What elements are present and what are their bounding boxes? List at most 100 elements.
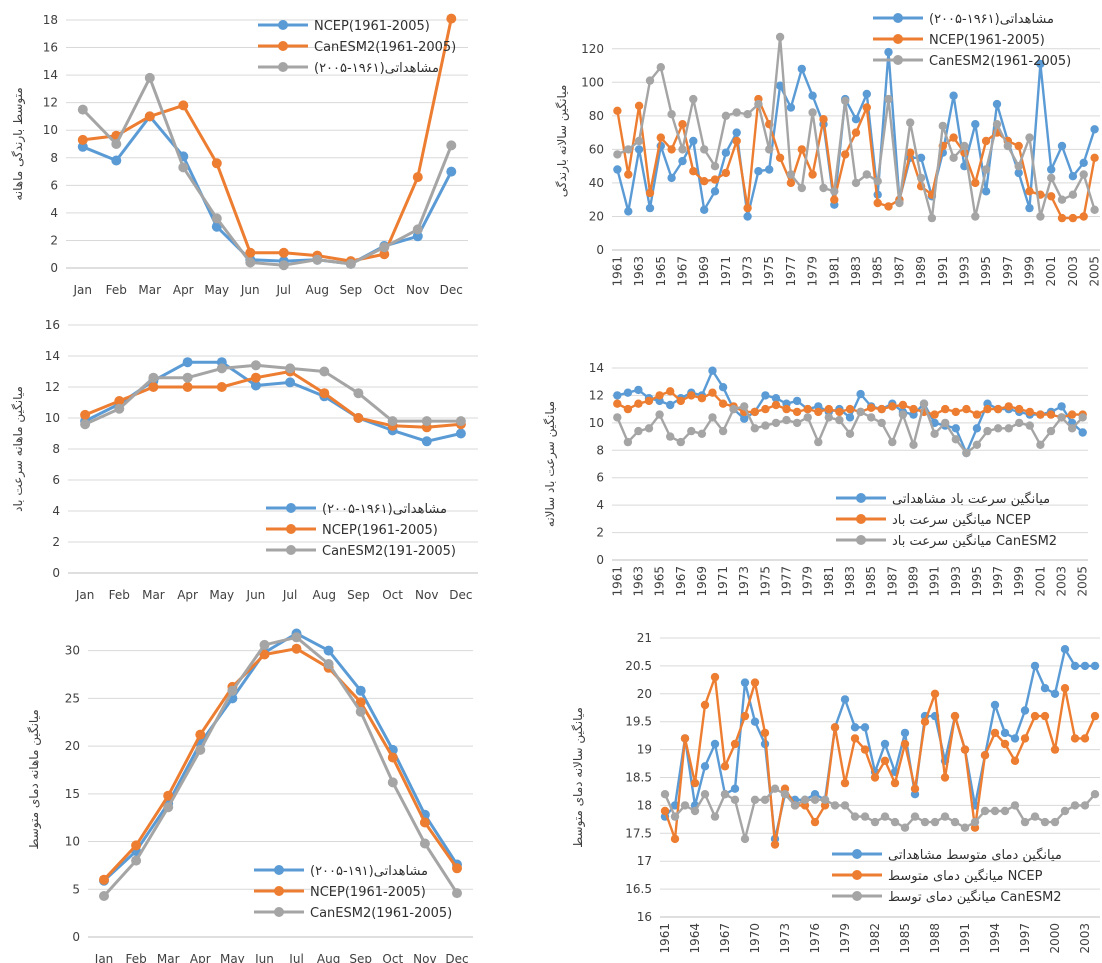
data-point xyxy=(195,744,206,755)
legend-label: NCEP(1961-2005) xyxy=(322,523,438,538)
legend-label: NCEP(1961-2005) xyxy=(310,885,426,900)
data-point xyxy=(890,778,900,788)
data-point xyxy=(1070,801,1080,810)
legend-swatch-marker xyxy=(852,870,862,880)
data-point xyxy=(900,739,910,749)
data-point xyxy=(644,424,654,433)
x-tick-label: Nov xyxy=(413,952,436,963)
data-point xyxy=(1079,212,1088,221)
data-point xyxy=(624,207,633,216)
data-point xyxy=(750,678,760,687)
data-point xyxy=(797,145,806,154)
data-point xyxy=(873,177,882,186)
x-tick-label: Oct xyxy=(374,283,395,297)
y-tick-label: 18 xyxy=(43,13,58,27)
data-point xyxy=(1068,172,1078,181)
legend-label: مشاهداتی(۱۹۱-۲۰۰۵) xyxy=(310,864,428,879)
data-point xyxy=(216,363,227,374)
x-tick-label: Mar xyxy=(157,952,180,963)
data-point xyxy=(949,153,958,162)
data-point xyxy=(355,685,366,696)
data-point xyxy=(770,784,780,793)
data-point xyxy=(634,145,644,154)
data-point xyxy=(319,366,330,377)
data-point xyxy=(971,178,980,188)
series-1 xyxy=(613,387,1087,422)
data-point xyxy=(920,817,930,827)
series-2 xyxy=(660,784,1100,844)
data-point xyxy=(195,729,206,740)
x-tick-label: 1997 xyxy=(1001,256,1015,287)
series-line xyxy=(81,76,453,267)
series-0 xyxy=(77,111,457,269)
y-tick-label: 20 xyxy=(637,687,652,701)
data-point xyxy=(983,426,992,436)
x-tick-label: Apr xyxy=(190,952,211,963)
data-point xyxy=(285,377,296,388)
data-point xyxy=(182,372,193,383)
x-tick-label: 1989 xyxy=(914,256,928,287)
data-point xyxy=(613,391,622,400)
data-point xyxy=(808,170,817,179)
data-point xyxy=(412,172,423,183)
x-tick-label: 1995 xyxy=(979,256,993,287)
legend-swatch-marker xyxy=(286,503,296,513)
data-point xyxy=(920,717,930,726)
y-tick-label: 2 xyxy=(52,535,60,549)
data-point xyxy=(992,120,1002,129)
y-tick-label: 21 xyxy=(637,631,652,645)
x-tick-label: Jun xyxy=(254,952,274,963)
data-point xyxy=(808,91,817,100)
data-point xyxy=(1036,440,1045,449)
x-tick-label: Jul xyxy=(288,952,303,963)
data-point xyxy=(623,404,633,414)
data-point xyxy=(1025,133,1034,142)
data-point xyxy=(613,165,622,174)
x-tick-label: May xyxy=(209,588,234,602)
data-point xyxy=(700,700,710,710)
data-point xyxy=(760,728,770,738)
x-tick-label: 1967 xyxy=(675,256,689,287)
x-tick-label: 2005 xyxy=(1088,256,1102,287)
data-point xyxy=(624,170,633,179)
x-tick-label: 1975 xyxy=(762,256,776,287)
data-point xyxy=(992,99,1002,109)
data-point xyxy=(1070,734,1080,743)
data-point xyxy=(729,404,738,414)
data-point xyxy=(77,104,88,115)
data-point xyxy=(670,812,680,821)
data-point xyxy=(873,198,882,208)
data-point xyxy=(1047,165,1056,174)
x-tick-label: 1985 xyxy=(871,256,885,287)
data-point xyxy=(930,817,940,827)
x-tick-label: 2000 xyxy=(1048,923,1062,954)
data-point xyxy=(99,891,109,901)
data-point xyxy=(227,685,238,696)
x-tick-label: 1983 xyxy=(849,256,863,287)
x-tick-label: Feb xyxy=(106,283,127,297)
data-point xyxy=(1040,684,1050,693)
y-tick-label: 14 xyxy=(45,349,60,363)
x-tick-label: Jan xyxy=(94,952,114,963)
legend: مشاهداتی(۱۹۶۱-۲۰۰۵) NCEP(1961-2005) CanESM… xyxy=(873,12,1071,69)
data-point xyxy=(700,177,709,186)
legend-swatch-marker xyxy=(893,55,903,65)
data-point xyxy=(1090,711,1100,721)
data-point xyxy=(250,360,261,371)
data-point xyxy=(765,165,774,174)
data-point xyxy=(814,407,823,417)
legend-label: CanESM2(191-2005) xyxy=(322,544,456,559)
data-point xyxy=(379,242,390,253)
data-point xyxy=(888,437,897,447)
data-point xyxy=(645,76,655,85)
data-point xyxy=(131,855,142,866)
legend-label: CanESM2(1961-2005) xyxy=(929,54,1071,69)
legend: مشاهداتی(۱۹۶۱-۲۰۰۵) NCEP(1961-2005) CanESM… xyxy=(266,502,456,559)
series-1 xyxy=(77,13,457,267)
data-point xyxy=(680,801,690,810)
y-axis-label: میانگین ماهانه دمای متوسط xyxy=(27,709,42,849)
x-tick-label: 1971 xyxy=(719,256,733,287)
data-point xyxy=(710,812,720,821)
data-point xyxy=(782,404,791,414)
y-tick-label: 16 xyxy=(45,318,60,332)
